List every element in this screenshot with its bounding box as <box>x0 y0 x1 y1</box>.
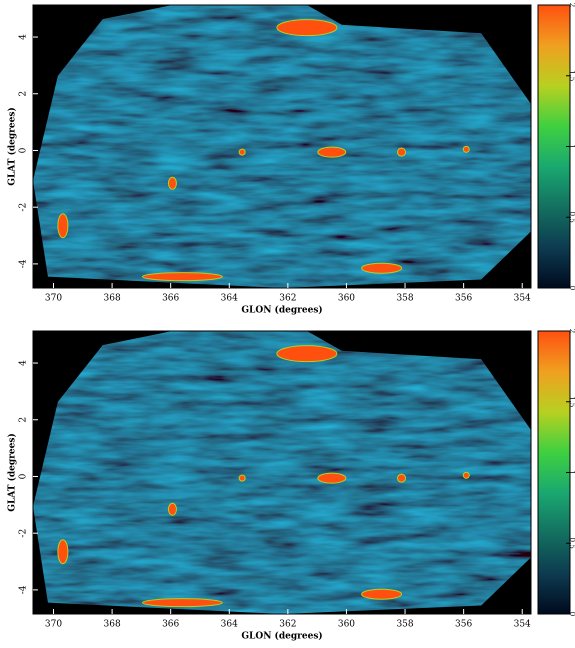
colorbar-tick-label: 1 <box>568 470 575 474</box>
colorbar-tick-label: 0.5 <box>568 538 575 549</box>
emission-map <box>33 5 531 288</box>
emission-peak <box>167 176 177 190</box>
emission-peak <box>141 598 223 608</box>
x-tick-label: 370 <box>45 620 62 630</box>
x-tick-label: 364 <box>221 294 238 304</box>
colorbar-tick-label: 2 <box>568 329 575 333</box>
emission-peak <box>361 262 403 274</box>
colorbar <box>537 330 571 615</box>
y-axis-label: GLAT (degrees) <box>7 107 18 185</box>
plot-frame <box>32 4 532 289</box>
colorbar <box>537 4 571 289</box>
colorbar-tick-label: 1 <box>568 144 575 148</box>
y-tick-label: 0 <box>19 147 29 153</box>
colorbar-tick-label: 0.5 <box>568 212 575 223</box>
y-axis-label: GLAT (degrees) <box>7 433 18 511</box>
y-tick-label: 4 <box>19 360 29 366</box>
emission-peak <box>462 145 470 153</box>
x-tick-label: 358 <box>396 294 413 304</box>
colorbar-tick-label: 0 <box>568 612 575 616</box>
x-tick-label: 362 <box>279 294 296 304</box>
emission-peak <box>361 588 403 600</box>
emission-peak <box>57 213 69 239</box>
emission-peak <box>397 473 407 483</box>
emission-peak <box>397 147 407 157</box>
x-tick-label: 356 <box>455 620 472 630</box>
x-tick-label: 366 <box>162 620 179 630</box>
x-tick-label: 358 <box>396 620 413 630</box>
x-tick-label: 368 <box>104 294 121 304</box>
y-tick-label: -4 <box>19 585 29 594</box>
emission-peak <box>462 471 470 479</box>
y-tick-label: 2 <box>19 91 29 97</box>
x-tick-label: 370 <box>45 294 62 304</box>
y-tick-label: -4 <box>19 259 29 268</box>
y-tick-label: 0 <box>19 473 29 479</box>
emission-map <box>33 331 531 614</box>
x-tick-label: 362 <box>279 620 296 630</box>
y-tick-label: 2 <box>19 417 29 423</box>
y-tick-label: -2 <box>19 529 29 538</box>
emission-peak <box>317 146 347 158</box>
x-tick-label: 354 <box>514 620 531 630</box>
x-tick-label: 360 <box>338 294 355 304</box>
emission-peak <box>276 19 338 37</box>
colorbar-tick-label: 1.5 <box>568 70 575 81</box>
emission-peak <box>238 148 246 156</box>
x-axis-label: GLON (degrees) <box>241 631 322 642</box>
x-tick-label: 356 <box>455 294 472 304</box>
colorbar-tick-label: 1.5 <box>568 396 575 407</box>
emission-peak <box>57 539 69 565</box>
plot-frame <box>32 330 532 615</box>
x-axis-label: GLON (degrees) <box>241 305 322 316</box>
y-tick-label: -2 <box>19 203 29 212</box>
y-tick-label: 4 <box>19 34 29 40</box>
x-tick-label: 364 <box>221 620 238 630</box>
emission-peak <box>167 502 177 516</box>
colorbar-tick-label: 0 <box>568 286 575 290</box>
emission-peak <box>317 472 347 484</box>
x-tick-label: 354 <box>514 294 531 304</box>
colorbar-tick-label: 2 <box>568 3 575 7</box>
emission-peak <box>276 345 338 363</box>
emission-peak <box>238 474 246 482</box>
x-tick-label: 366 <box>162 294 179 304</box>
x-tick-label: 368 <box>104 620 121 630</box>
x-tick-label: 360 <box>338 620 355 630</box>
emission-peak <box>141 272 223 282</box>
